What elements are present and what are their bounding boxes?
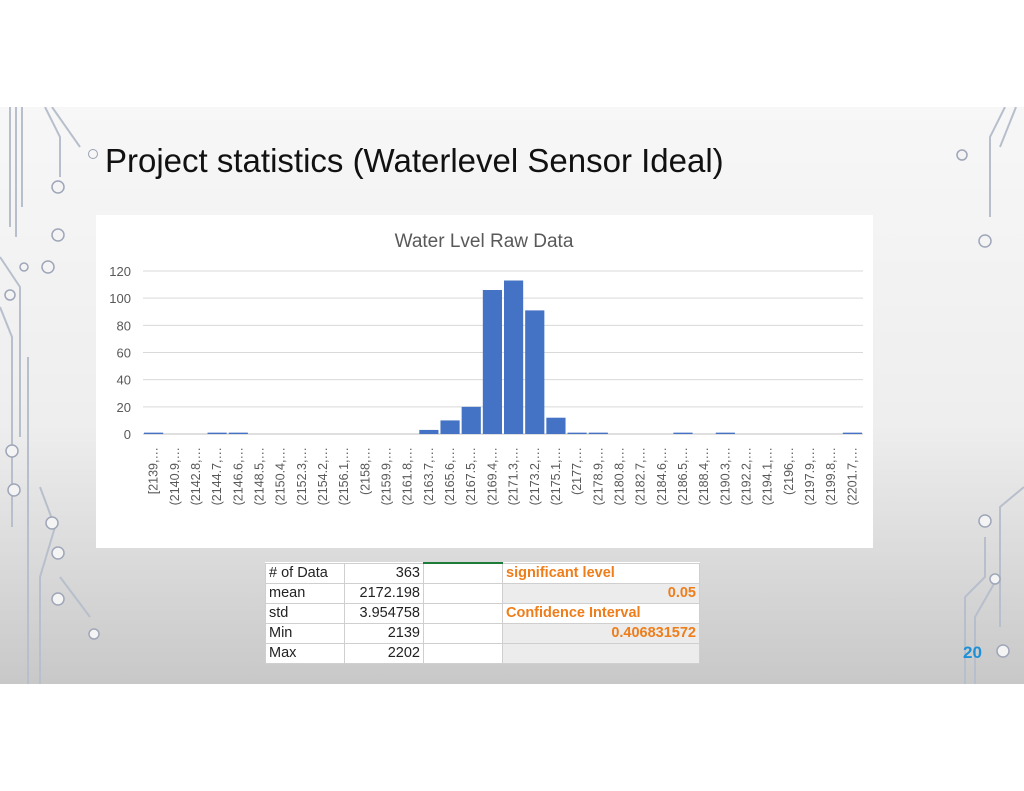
y-tick-label: 20 — [117, 400, 131, 415]
histogram-bar — [546, 417, 566, 434]
chart-canvas: Water Lvel Raw Data 0 20 40 60 80 100 120 [213… — [109, 231, 863, 505]
x-tick-label: (2173.2,… — [528, 447, 542, 505]
x-tick-label: (2186.5,… — [676, 447, 690, 505]
x-tick-label: (2142.8,… — [189, 447, 203, 505]
x-tick-label: (2175.1,… — [549, 447, 563, 505]
empty-cell[interactable] — [423, 623, 503, 644]
stat-value: 2139 — [344, 623, 424, 644]
confidence-interval-value: 0.406831572 — [502, 623, 700, 644]
x-tick-label: (2199.8,… — [824, 447, 838, 505]
x-tick-label: (2196,… — [782, 447, 796, 495]
histogram-bar — [588, 432, 608, 434]
empty-cell[interactable] — [423, 603, 503, 624]
stat-value: 3.954758 — [344, 603, 424, 624]
stat-label: Max — [265, 643, 345, 664]
histogram-bar — [440, 420, 460, 434]
histogram-bar — [715, 432, 735, 434]
circuit-decoration — [0, 107, 1024, 684]
chart-gridlines — [143, 270, 863, 435]
x-tick-label: (2156.1,… — [337, 447, 351, 505]
empty-cell[interactable] — [423, 562, 503, 584]
x-tick-label: (2154.2,… — [316, 447, 330, 505]
x-tick-label: (2197.9,… — [803, 447, 817, 505]
table-row: Max 2202 — [265, 643, 700, 664]
x-tick-label: (2161.8,… — [401, 447, 415, 505]
y-tick-label: 100 — [109, 291, 131, 306]
histogram-bar — [419, 429, 439, 434]
stat-value: 2172.198 — [344, 583, 424, 604]
y-axis: 0 20 40 60 80 100 120 — [109, 264, 131, 442]
bars — [144, 280, 862, 434]
y-tick-label: 40 — [117, 373, 131, 388]
table-row: Min 2139 0.406831572 — [265, 623, 700, 644]
x-tick-label: (2165.6,… — [443, 447, 457, 505]
x-tick-label: (2177,… — [570, 447, 584, 495]
x-tick-label: (2192.2,… — [740, 447, 754, 505]
y-tick-label: 120 — [109, 264, 131, 279]
x-tick-label: (2148.5,… — [252, 447, 266, 505]
x-tick-label: (2163.7,… — [422, 447, 436, 505]
title-bullet-icon — [88, 149, 98, 159]
x-tick-label: (2184.6,… — [655, 447, 669, 505]
histogram-bar — [525, 310, 545, 434]
x-tick-label: (2178.9,… — [591, 447, 605, 505]
x-tick-label: (2188.4,… — [697, 447, 711, 505]
significant-level-value: 0.05 — [502, 583, 700, 604]
histogram-bar — [228, 432, 248, 434]
histogram-chart: Water Lvel Raw Data 0 20 40 60 80 100 120 [213… — [96, 215, 873, 548]
statistics-table: # of Data 363 significant level mean 217… — [265, 562, 700, 664]
x-tick-label: (2140.9,… — [168, 447, 182, 505]
empty-cell[interactable] — [502, 643, 700, 664]
x-tick-label: (2201.7,… — [845, 447, 859, 505]
x-tick-label: [2139,… — [147, 447, 161, 494]
x-tick-label: (2167.5,… — [464, 447, 478, 505]
confidence-interval-label: Confidence Interval — [502, 603, 700, 624]
x-tick-label: (2159.9,… — [380, 447, 394, 505]
x-axis: [2139,… (2140.9,… (2142.8,… (2144.7,… (2146.… — [147, 447, 860, 505]
stat-label: std — [265, 603, 345, 624]
histogram-bar — [567, 432, 587, 434]
stat-value: 2202 — [344, 643, 424, 664]
histogram-bar — [673, 432, 693, 434]
y-tick-label: 80 — [117, 318, 131, 333]
slide: Project statistics (Waterlevel Sensor Id… — [0, 107, 1024, 684]
x-tick-label: (2169.4,… — [485, 447, 499, 505]
x-tick-label: (2144.7,… — [210, 447, 224, 505]
x-tick-label: (2150.4,… — [274, 447, 288, 505]
stat-label: Min — [265, 623, 345, 644]
chart-title: Water Lvel Raw Data — [395, 231, 574, 252]
x-tick-label: (2180.8,… — [612, 447, 626, 505]
x-tick-label: (2152.3,… — [295, 447, 309, 505]
stat-label: mean — [265, 583, 345, 604]
page-number: 20 — [963, 643, 982, 662]
x-tick-label: (2171.3,… — [507, 447, 521, 505]
x-tick-label: (2182.7,… — [634, 447, 648, 505]
histogram-bar — [482, 290, 502, 434]
histogram-bar — [504, 280, 524, 434]
x-tick-label: (2158,… — [358, 447, 372, 495]
table-row: mean 2172.198 0.05 — [265, 583, 700, 604]
histogram-bar — [207, 432, 227, 434]
histogram-bar — [144, 432, 164, 434]
stat-label: # of Data — [265, 562, 345, 584]
table-row: # of Data 363 significant level — [265, 562, 700, 584]
histogram-bar — [842, 432, 862, 434]
y-tick-label: 0 — [124, 427, 131, 442]
x-tick-label: (2190.3,… — [718, 447, 732, 505]
stat-value: 363 — [344, 562, 424, 584]
histogram-bar — [461, 406, 481, 434]
significant-level-label: significant level — [502, 562, 700, 584]
empty-cell[interactable] — [423, 583, 503, 604]
x-tick-label: (2146.6,… — [231, 447, 245, 505]
x-tick-label: (2194.1,… — [761, 447, 775, 505]
empty-cell[interactable] — [423, 643, 503, 664]
table-row: std 3.954758 Confidence Interval — [265, 603, 700, 624]
slide-title: Project statistics (Waterlevel Sensor Id… — [105, 142, 724, 179]
y-tick-label: 60 — [117, 346, 131, 361]
